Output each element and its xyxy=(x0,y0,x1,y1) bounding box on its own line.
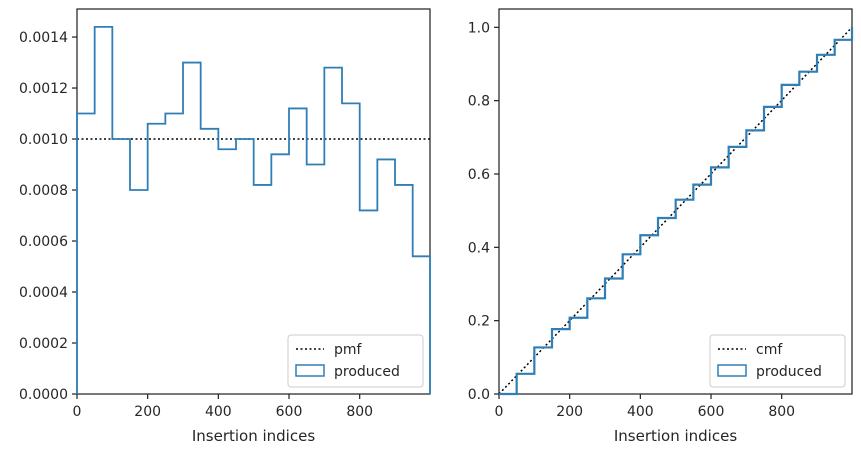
produced-ecdf-step xyxy=(499,27,854,396)
y-tick-label: 0.6 xyxy=(468,167,490,183)
y-tick-label: 0.0000 xyxy=(19,387,68,403)
pmf-legend-label: pmf xyxy=(334,342,363,358)
x-tick-label: 800 xyxy=(768,404,795,420)
x-tick-label: 400 xyxy=(627,404,654,420)
cmf-legend-produced-swatch xyxy=(717,364,747,377)
cmf-legend-box xyxy=(709,334,846,388)
y-tick-label: 0.0004 xyxy=(19,285,68,301)
x-tick-label: 0 xyxy=(495,404,504,420)
x-tick-label: 600 xyxy=(698,404,725,420)
y-tick-label: 0.0014 xyxy=(19,30,68,46)
cmf-axes-frame xyxy=(498,8,853,395)
cmf-x-axis-label: Insertion indices xyxy=(614,427,737,445)
pmf-legend-produced-swatch xyxy=(295,364,325,377)
y-tick-label: 0.0002 xyxy=(19,336,68,352)
cmf-y-axis: 0.0 0.2 0.4 0.6 0.8 1.0 xyxy=(468,20,499,403)
x-tick-label: 200 xyxy=(134,404,161,420)
pmf-x-axis-label: Insertion indices xyxy=(192,427,315,445)
pmf-histogram-panel: 0.0000 0.0002 0.0004 0.0006 0.0008 0.0010 0.00… xyxy=(19,8,431,445)
x-tick-label: 800 xyxy=(346,404,373,420)
y-tick-label: 0.0 xyxy=(468,387,490,403)
y-tick-label: 0.8 xyxy=(468,94,490,110)
x-tick-label: 0 xyxy=(73,404,82,420)
cmf-x-axis: 0 200 400 600 800 xyxy=(495,394,795,420)
y-tick-label: 0.0012 xyxy=(19,81,68,97)
y-tick-label: 0.0008 xyxy=(19,183,68,199)
x-tick-label: 600 xyxy=(276,404,303,420)
cmf-legend-label: cmf xyxy=(756,342,783,358)
y-tick-label: 0.4 xyxy=(468,240,490,256)
cmf-reference-line xyxy=(498,26,853,395)
pmf-legend-box xyxy=(287,334,424,388)
y-tick-label: 0.0006 xyxy=(19,234,68,250)
pmf-y-axis: 0.0000 0.0002 0.0004 0.0006 0.0008 0.0010 0.00… xyxy=(19,30,77,403)
cmf-ecdf-panel: 0.0 0.2 0.4 0.6 0.8 1.0 0 200 400 600 800 Inserti… xyxy=(468,8,854,445)
cmf-legend: cmf produced xyxy=(709,334,846,388)
pmf-legend-produced-label: produced xyxy=(334,364,400,380)
y-tick-label: 1.0 xyxy=(468,20,490,36)
x-tick-label: 200 xyxy=(556,404,583,420)
x-tick-label: 400 xyxy=(205,404,232,420)
produced-histogram-step xyxy=(76,25,431,394)
pmf-legend: pmf produced xyxy=(287,334,424,388)
y-tick-label: 0.2 xyxy=(468,314,490,330)
pmf-x-axis: 0 200 400 600 800 xyxy=(73,394,373,420)
y-tick-label: 0.0010 xyxy=(19,132,68,148)
cmf-legend-produced-label: produced xyxy=(756,364,822,380)
